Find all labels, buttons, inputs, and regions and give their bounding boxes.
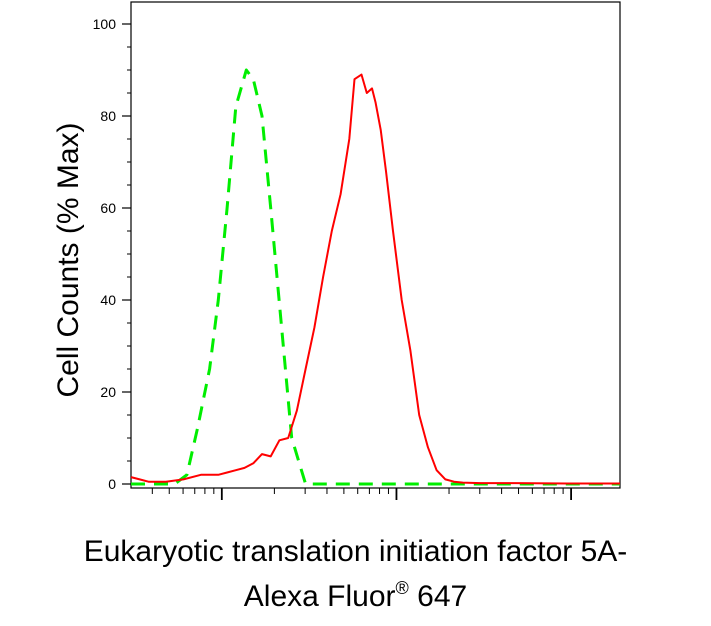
x-axis-ticks	[151, 488, 572, 500]
registered-mark: ®	[395, 578, 409, 598]
x-axis-title-line1: Eukaryotic translation initiation factor…	[83, 535, 628, 568]
series-layer	[130, 68, 620, 486]
series-line-dashed-green	[131, 68, 620, 486]
y-tick-label: 0	[108, 476, 116, 492]
y-axis-ticks: 0 20 40 60 80 100	[93, 16, 131, 492]
y-axis-title: Cell Counts (% Max)	[52, 122, 85, 397]
plot-frame	[130, 1, 621, 489]
series-line-solid-red	[130, 73, 620, 485]
y-tick-label: 80	[100, 108, 116, 124]
x-axis-title-main: Alexa Fluor	[243, 580, 396, 613]
y-tick-label: 100	[93, 16, 117, 32]
y-tick-label: 40	[100, 292, 116, 308]
x-axis-title-line2: Alexa Fluor® 647	[0, 578, 711, 614]
x-axis-title-suffix: 647	[408, 580, 468, 613]
y-tick-label: 60	[100, 200, 116, 216]
y-tick-label: 20	[100, 384, 116, 400]
